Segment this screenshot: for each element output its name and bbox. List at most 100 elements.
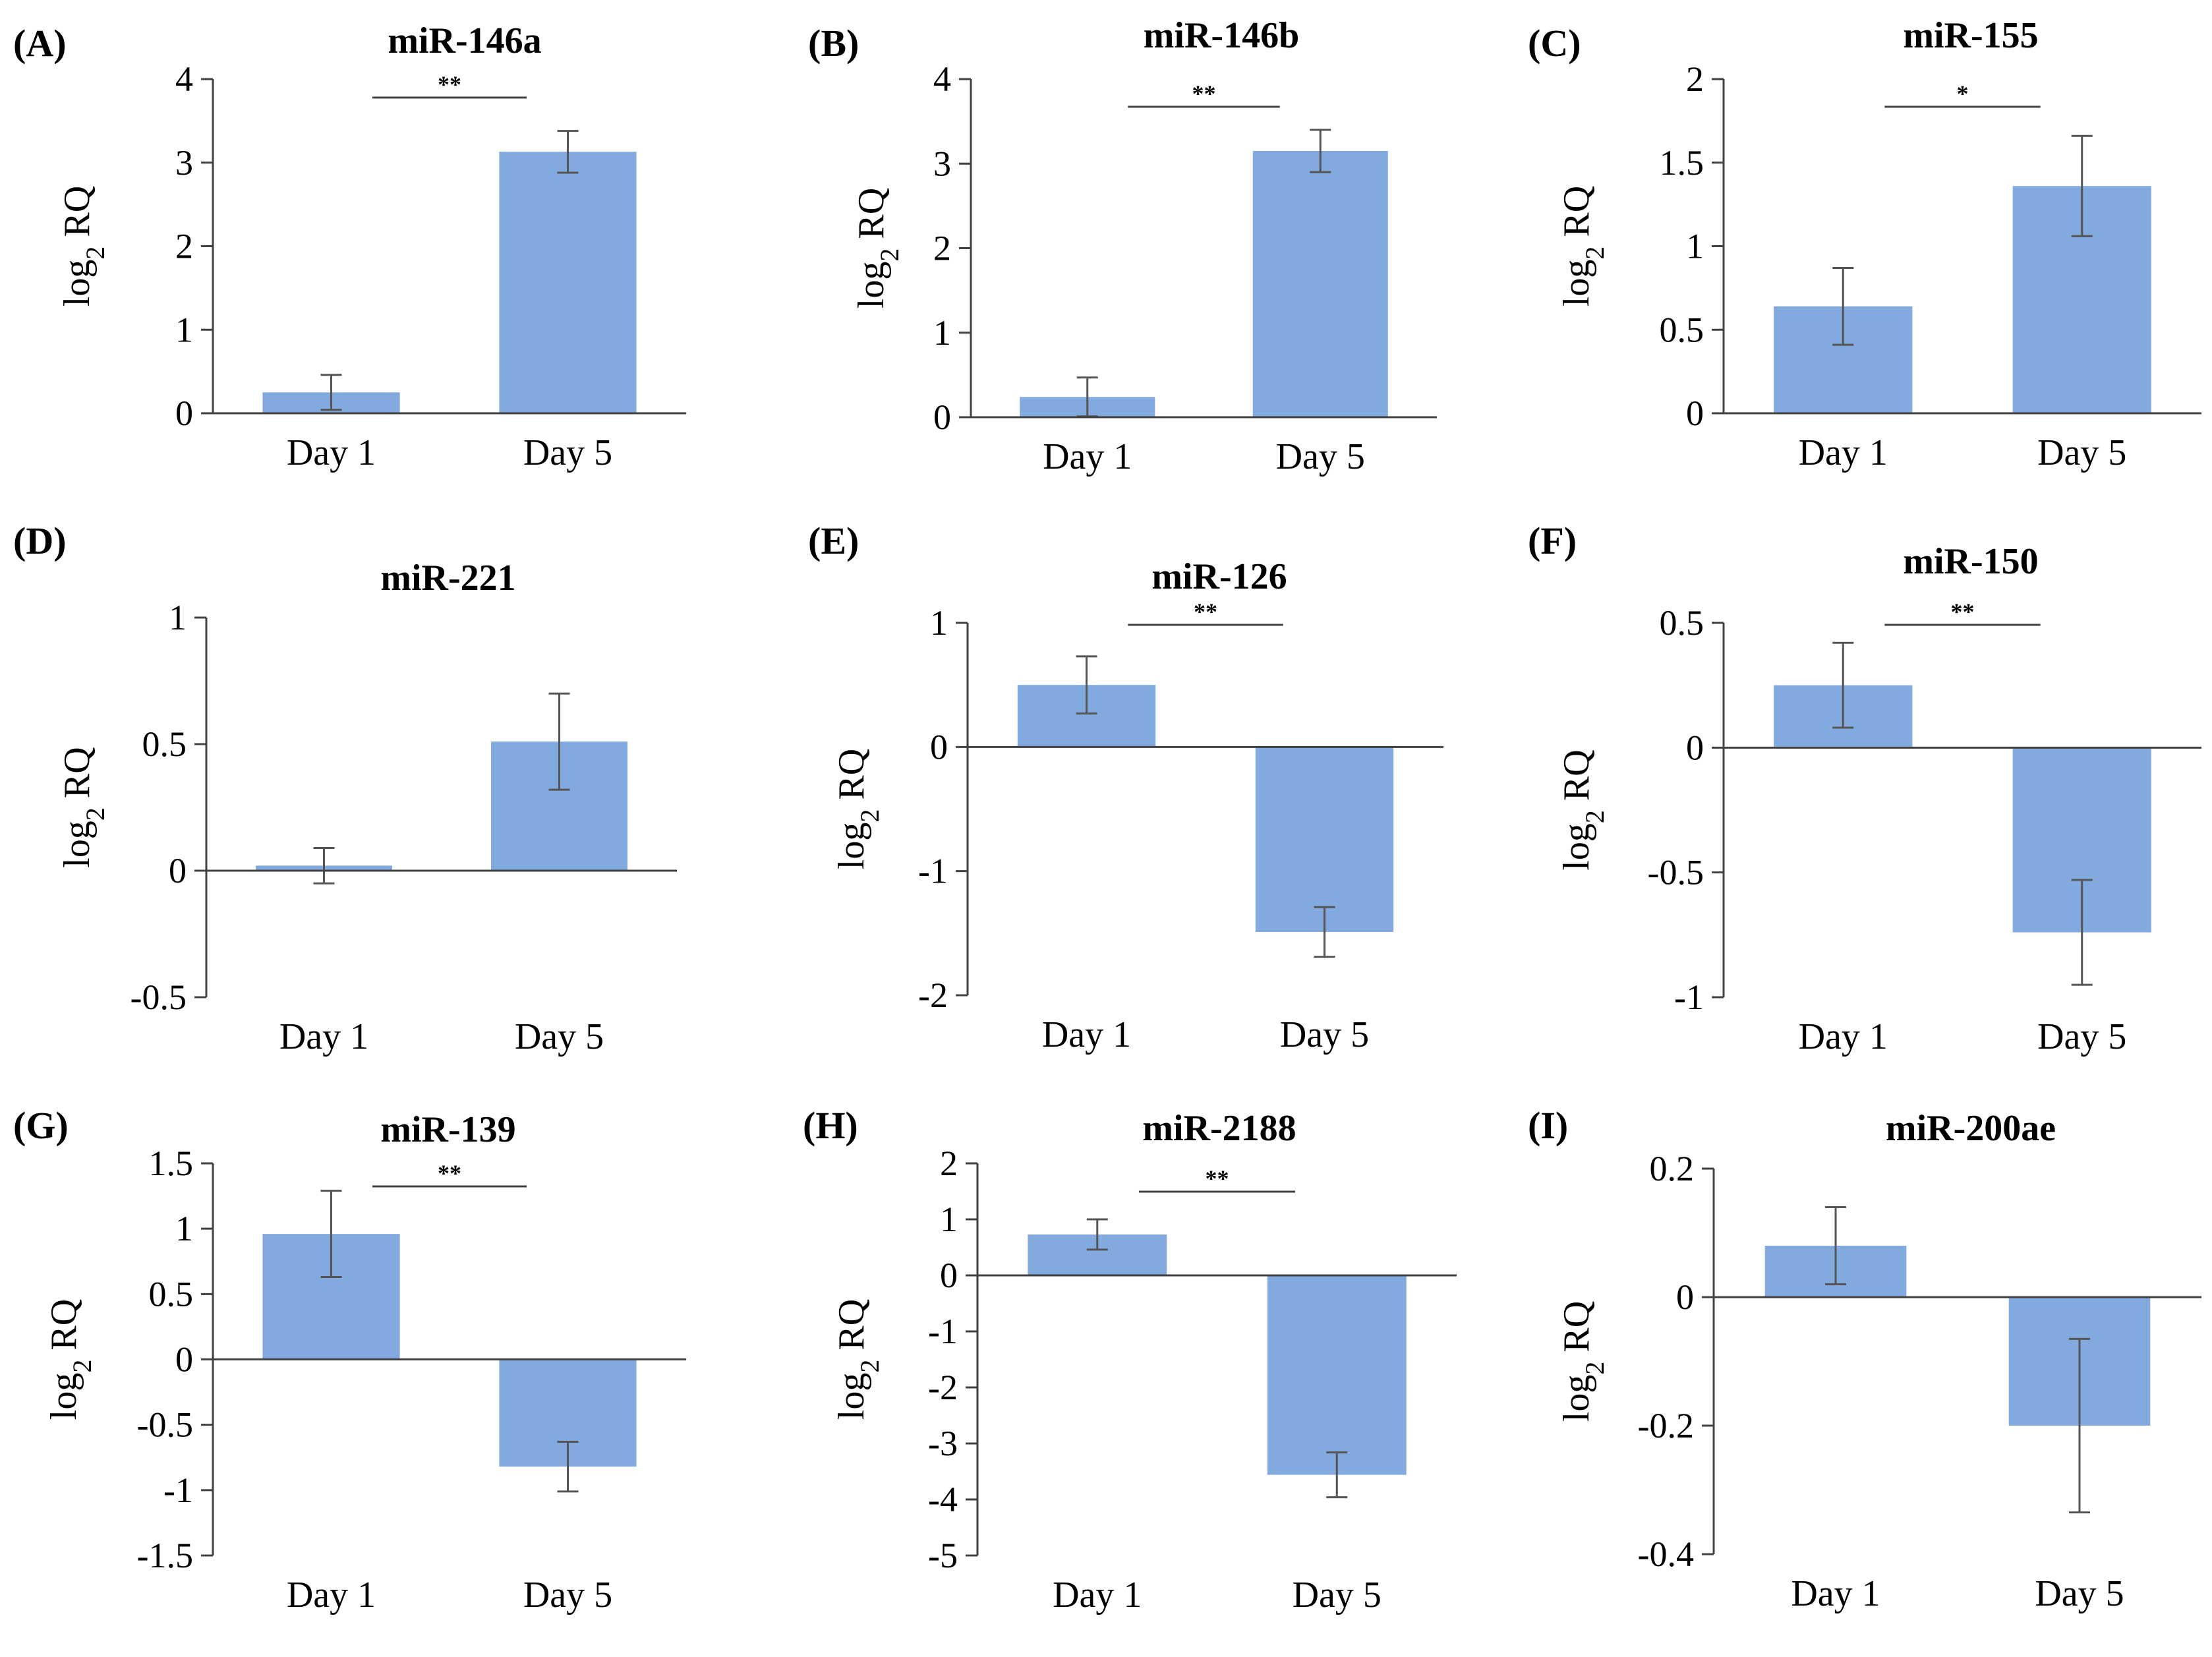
y-tick-label: 1: [930, 603, 948, 643]
panel-letter: (H): [803, 1104, 858, 1147]
y-axis-label: log2 RQ: [851, 188, 904, 308]
y-tick-label: -0.5: [1648, 853, 1704, 892]
bar: [1252, 151, 1388, 417]
chart-title: miR-221: [380, 558, 515, 598]
y-tick-label: -1: [1674, 977, 1704, 1017]
chart-panel: (G) miR-139 log2 RQ -1.5 -1 -0.5 0 0.5 1 1.5 Day 1…: [13, 1104, 686, 1615]
panel-letter: (G): [13, 1104, 69, 1147]
chart-panel: (F) miR-150 log2 RQ -1 -0.5 0 0.5 Day 1 Day 5 **: [1528, 519, 2201, 1057]
x-tick-label: Day 1: [1799, 1016, 1888, 1057]
y-tick-label: -2: [918, 975, 948, 1015]
y-tick-label: 1: [933, 313, 951, 353]
significance-label: **: [1206, 1165, 1229, 1192]
y-tick-label: 4: [175, 59, 193, 99]
x-tick-label: Day 1: [279, 1016, 368, 1057]
chart-panel: (I) miR-200ae log2 RQ -0.4 -0.2 0 0.2 Day 1 Day …: [1528, 1104, 2201, 1614]
y-tick-label: 0.5: [149, 1274, 194, 1314]
y-tick-label: 0.2: [1650, 1149, 1695, 1188]
y-tick-label: -5: [928, 1536, 958, 1575]
x-tick-label: Day 5: [2037, 1016, 2126, 1057]
x-tick-label: Day 5: [1280, 1014, 1369, 1055]
x-tick-label: Day 1: [1799, 432, 1888, 473]
chart-title: miR-139: [380, 1109, 515, 1150]
y-axis-label: log2 RQ: [831, 749, 885, 869]
x-tick-label: Day 1: [1791, 1573, 1880, 1614]
y-tick-label: 1: [169, 598, 187, 637]
x-tick-label: Day 5: [2037, 432, 2126, 473]
chart-panel: (D) miR-221 log2 RQ -0.5 0 0.5 1 Day 1 Day 5: [13, 519, 677, 1057]
chart-title: miR-2188: [1142, 1108, 1296, 1149]
y-tick-label: 2: [933, 229, 951, 268]
y-tick-label: -0.2: [1638, 1406, 1694, 1445]
x-tick-label: Day 1: [287, 1575, 376, 1615]
panel-letter: (I): [1528, 1104, 1568, 1147]
panel-letter: (A): [13, 22, 67, 65]
x-tick-label: Day 5: [1293, 1575, 1382, 1615]
y-tick-label: -1.5: [137, 1536, 193, 1575]
y-tick-label: 3: [175, 143, 193, 183]
x-tick-label: Day 5: [523, 432, 612, 473]
chart-title: miR-200ae: [1886, 1108, 2056, 1149]
panel-letter: (D): [13, 519, 67, 562]
y-tick-label: 0: [930, 727, 948, 767]
chart-panel: (C) miR-155 log2 RQ 0 0.5 1 1.5 2 Day 1 Day 5 *: [1528, 15, 2201, 473]
x-tick-label: Day 5: [523, 1575, 612, 1615]
y-axis-label: log2 RQ: [1556, 749, 1610, 870]
chart-title: miR-150: [1903, 541, 2038, 582]
significance-label: **: [1194, 598, 1217, 625]
x-tick-label: Day 5: [1276, 436, 1365, 477]
chart-title: miR-126: [1151, 556, 1287, 597]
y-tick-label: -0.5: [137, 1405, 193, 1445]
y-tick-label: 0: [175, 393, 193, 433]
panel-letter: (B): [808, 22, 859, 65]
y-tick-label: 4: [933, 59, 951, 99]
significance-label: **: [1192, 80, 1216, 107]
x-tick-label: Day 5: [2035, 1573, 2124, 1614]
y-tick-label: -4: [928, 1480, 958, 1519]
y-tick-label: 2: [940, 1144, 958, 1183]
y-axis-label: log2 RQ: [1556, 1301, 1610, 1422]
y-tick-label: 0.5: [142, 724, 187, 764]
y-tick-label: 0: [933, 397, 951, 437]
x-tick-label: Day 1: [1053, 1575, 1142, 1615]
y-tick-label: 2: [175, 227, 193, 266]
chart-title: miR-146a: [388, 20, 541, 61]
chart-panel: (B) miR-146b log2 RQ 0 1 2 3 4 Day 1 Day 5 **: [808, 15, 1437, 477]
bar: [1267, 1275, 1407, 1475]
significance-label: **: [438, 71, 461, 98]
y-tick-label: -3: [928, 1424, 958, 1463]
significance-label: **: [1951, 598, 1975, 625]
y-tick-label: 0: [175, 1340, 193, 1380]
y-tick-label: -1: [163, 1470, 193, 1510]
chart-panel: (A) miR-146a log2 RQ 0 1 2 3 4 Day 1 Day 5 **: [13, 20, 686, 473]
x-tick-label: Day 5: [515, 1016, 604, 1057]
y-tick-label: 1: [175, 310, 193, 349]
y-tick-label: 1.5: [1660, 143, 1704, 183]
y-tick-label: 0.5: [1660, 310, 1704, 349]
bar: [1255, 747, 1394, 932]
y-axis-label: log2 RQ: [57, 747, 110, 867]
significance-label: *: [1957, 80, 1969, 107]
y-tick-label: 1: [1686, 227, 1704, 266]
y-tick-label: 0: [1686, 728, 1704, 767]
panel-letter: (F): [1528, 519, 1577, 562]
chart-panel: (H) miR-2188 log2 RQ -5 -4 -3 -2 -1 0 1 2 Day 1 Day …: [803, 1104, 1457, 1615]
y-tick-label: 1.5: [149, 1144, 194, 1183]
y-tick-label: 0: [169, 851, 187, 890]
x-tick-label: Day 1: [287, 432, 376, 473]
chart-title: miR-155: [1903, 15, 2038, 56]
chart-panel: (E) miR-126 log2 RQ -2 -1 0 1 Day 1 Day 5 **: [808, 519, 1443, 1055]
y-tick-label: -1: [918, 852, 948, 891]
y-tick-label: 1: [175, 1209, 193, 1248]
y-tick-label: -1: [928, 1312, 958, 1351]
bar: [499, 152, 637, 413]
panel-letter: (C): [1528, 22, 1581, 65]
x-tick-label: Day 1: [1043, 436, 1132, 477]
chart-title: miR-146b: [1144, 15, 1299, 56]
y-tick-label: 0: [1686, 393, 1704, 433]
y-tick-label: 3: [933, 144, 951, 183]
y-axis-label: log2 RQ: [1556, 186, 1610, 306]
y-tick-label: -0.4: [1638, 1534, 1694, 1574]
y-axis-label: log2 RQ: [831, 1299, 885, 1420]
panel-letter: (E): [808, 519, 859, 562]
